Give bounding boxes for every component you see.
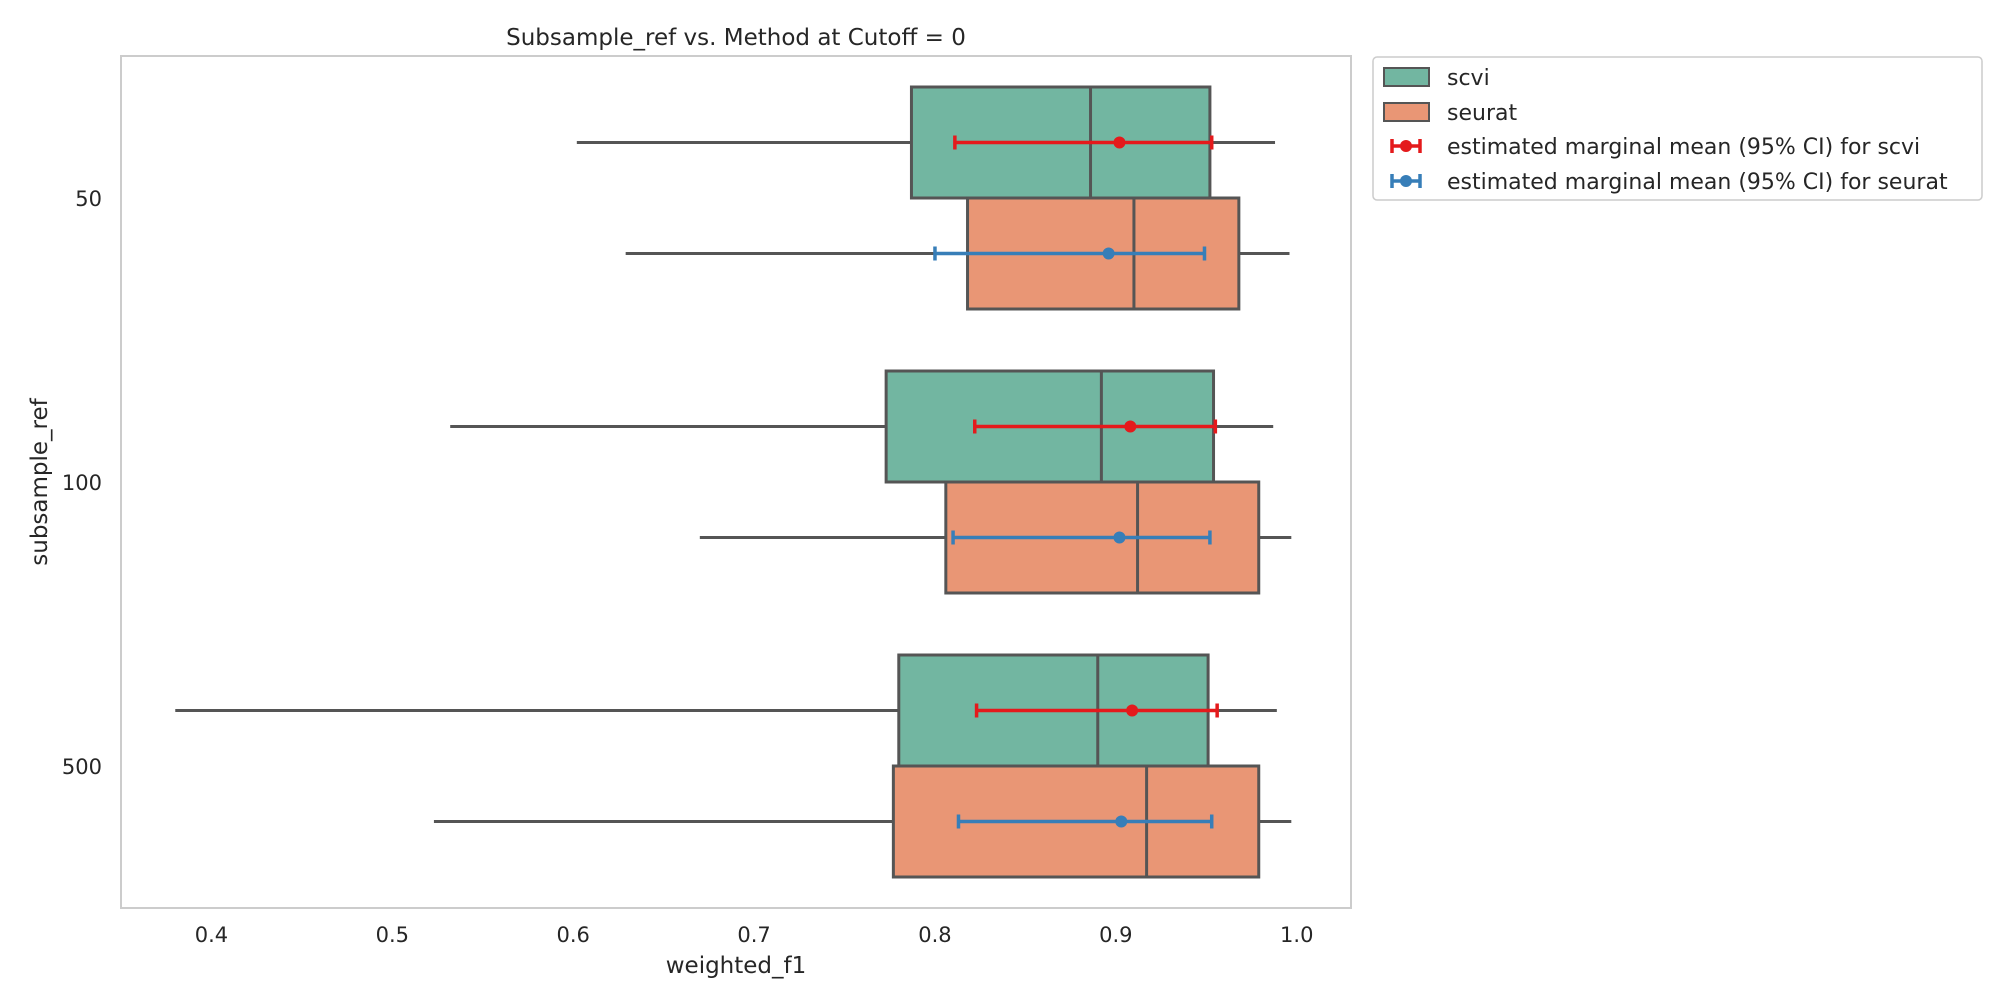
marginal-mean-scvi-500: [974, 703, 1219, 718]
legend-mean-point: [1400, 175, 1412, 187]
y-tick-label: 50: [75, 187, 102, 211]
legend-item-marginal-mean-seurat: estimated marginal mean (95% CI) for seu…: [1390, 170, 1948, 195]
legend-label: scvi: [1447, 66, 1490, 91]
y-axis-label: subsample_ref: [27, 397, 53, 565]
legend-item-seurat: seurat: [1383, 101, 1517, 126]
box-layer: [175, 85, 1292, 879]
x-tick-label: 0.4: [195, 923, 228, 947]
legend-label: estimated marginal mean (95% CI) for scv…: [1447, 135, 1920, 160]
y-tick-label: 500: [62, 755, 102, 779]
legend-frame: [1372, 56, 1983, 201]
legend: scvi seurat estimated marginal mean (95% C…: [1372, 56, 1983, 201]
x-tick-label: 0.8: [918, 923, 951, 947]
x-tick-label: 1.0: [1280, 923, 1313, 947]
marginal-mean-scvi-50: [953, 135, 1214, 150]
x-tick-label: 0.5: [376, 923, 409, 947]
legend-items: scvi seurat estimated marginal mean (95% C…: [1383, 66, 1948, 195]
legend-item-scvi: scvi: [1383, 66, 1490, 91]
chart-title: Subsample_ref vs. Method at Cutoff = 0: [506, 25, 966, 51]
legend-swatch: [1383, 102, 1430, 122]
marginal-mean-seurat-500: [956, 814, 1214, 829]
x-axis-label: weighted_f1: [666, 953, 807, 979]
legend-label: seurat: [1447, 101, 1517, 126]
marginal-mean-layer: [933, 135, 1219, 829]
plot-area: [120, 55, 1352, 909]
mean-point: [1113, 531, 1126, 544]
marginal-mean-seurat-100: [951, 530, 1212, 545]
legend-mean-point: [1400, 140, 1412, 152]
legend-swatch: [1383, 67, 1430, 87]
mean-point: [1126, 704, 1139, 717]
mean-point: [1113, 136, 1126, 149]
legend-item-marginal-mean-scvi: estimated marginal mean (95% CI) for scv…: [1390, 135, 1920, 160]
x-axis-ticks: 0.4 0.5 0.6 0.7 0.8 0.9 1.0: [195, 923, 1314, 947]
x-tick-label: 0.9: [1099, 923, 1132, 947]
x-tick-label: 0.7: [737, 923, 770, 947]
legend-label: estimated marginal mean (95% CI) for seu…: [1447, 170, 1948, 195]
mean-point: [1102, 247, 1115, 260]
mean-point: [1115, 815, 1128, 828]
marginal-mean-scvi-100: [973, 419, 1218, 434]
mean-point: [1124, 420, 1137, 433]
y-tick-label: 100: [62, 471, 102, 495]
marginal-mean-seurat-50: [933, 246, 1207, 261]
y-axis-ticks: 50 100 500: [62, 187, 102, 779]
x-tick-label: 0.6: [557, 923, 590, 947]
